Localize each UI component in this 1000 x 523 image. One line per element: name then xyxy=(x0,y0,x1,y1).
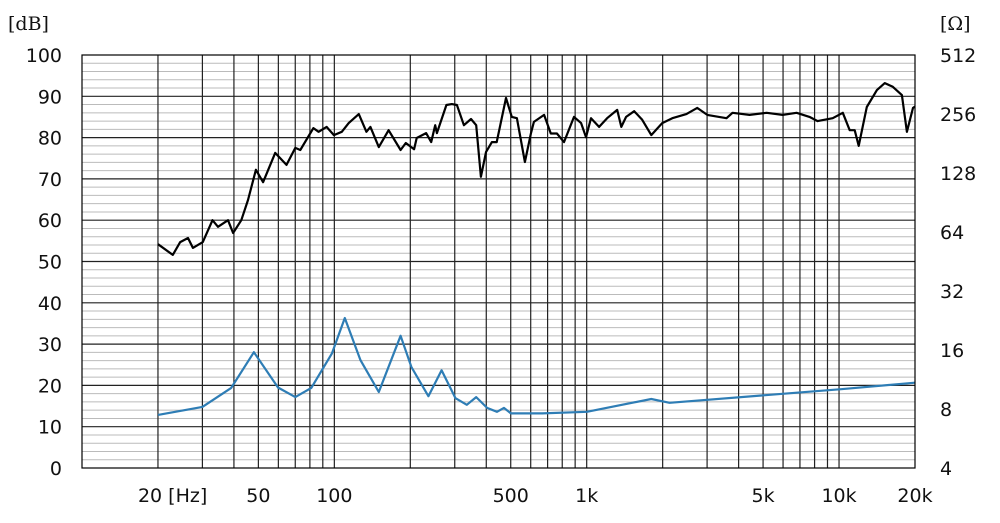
y-left-tick-label: 40 xyxy=(38,293,62,315)
y-right-tick-label: 256 xyxy=(940,104,976,126)
y-left-tick-label: 60 xyxy=(38,210,62,232)
y-right-tick-label: 128 xyxy=(940,163,976,185)
x-tick-label: 10k xyxy=(821,485,856,507)
grid xyxy=(82,55,915,468)
y-left-tick-label: 70 xyxy=(38,169,62,191)
x-tick-label: 100 xyxy=(316,485,352,507)
y-right-tick-label: 8 xyxy=(940,399,952,421)
y-left-tick-label: 10 xyxy=(38,417,62,439)
axis-labels: 0 10 20 30 40 50 60 70 80 90 100 4 8 16 32 64 128 256 512 2… xyxy=(26,45,977,507)
y-right-tick-label: 64 xyxy=(940,222,964,244)
y-left-unit: [dB] xyxy=(8,13,49,35)
y-left-tick-label: 30 xyxy=(38,334,62,356)
y-right-unit: [Ω] xyxy=(940,13,971,35)
series-impedance xyxy=(157,316,916,416)
y-left-tick-label: 0 xyxy=(50,458,62,480)
y-left-tick-label: 50 xyxy=(38,252,62,274)
y-left-tick-label: 100 xyxy=(26,45,62,67)
x-tick-label: 50 xyxy=(246,485,270,507)
x-tick-label: 20 [Hz] xyxy=(138,485,207,507)
y-left-tick-label: 90 xyxy=(38,86,62,108)
y-right-tick-label: 4 xyxy=(940,458,952,480)
y-right-tick-label: 32 xyxy=(940,281,964,303)
y-right-tick-label: 512 xyxy=(940,45,976,67)
x-tick-label: 5k xyxy=(752,485,775,507)
x-tick-label: 500 xyxy=(493,485,529,507)
y-right-tick-label: 16 xyxy=(940,340,964,362)
plot-frame xyxy=(81,54,916,469)
x-tick-label: 20k xyxy=(897,485,932,507)
curves xyxy=(157,82,916,416)
x-tick-label: 1k xyxy=(575,485,598,507)
y-left-tick-label: 80 xyxy=(38,128,62,150)
series-spl xyxy=(157,82,916,256)
y-left-tick-label: 20 xyxy=(38,375,62,397)
